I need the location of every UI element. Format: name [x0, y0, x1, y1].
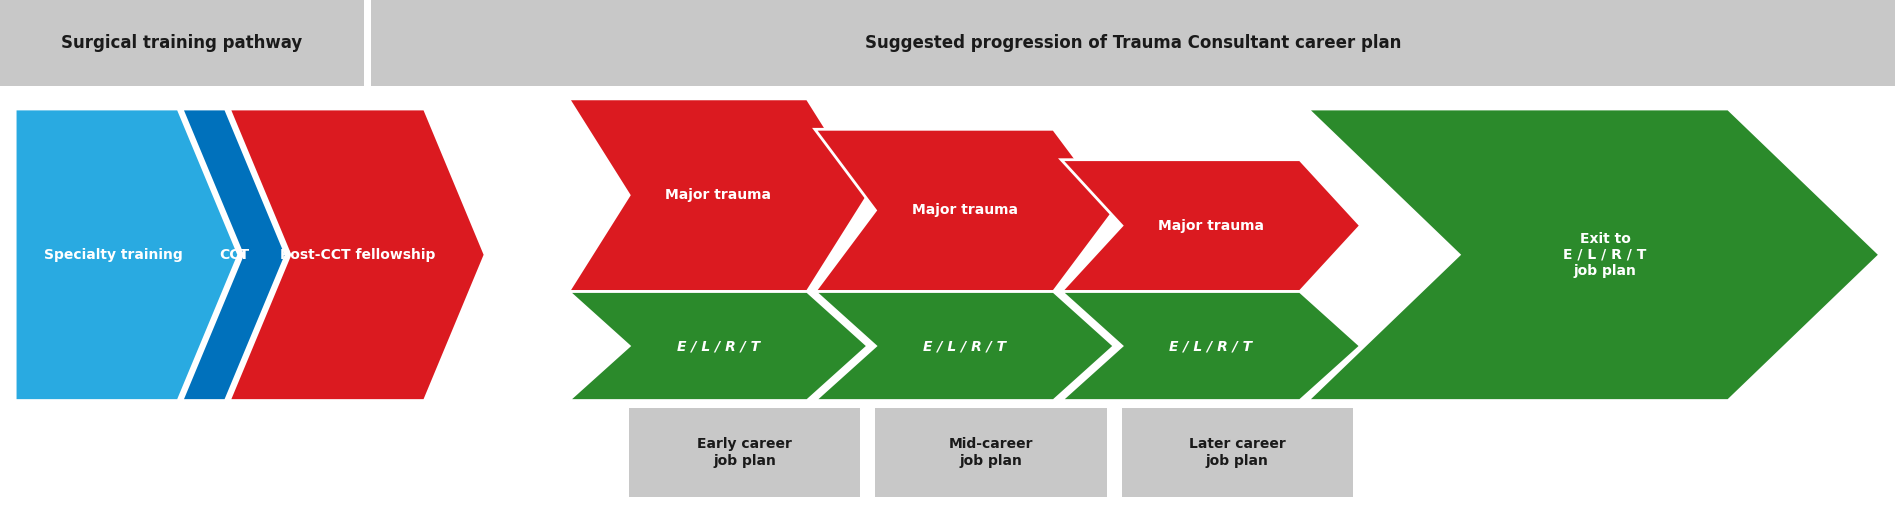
- Text: Specialty training: Specialty training: [44, 248, 184, 262]
- Text: Suggested progression of Trauma Consultant career plan: Suggested progression of Trauma Consulta…: [864, 34, 1402, 52]
- Polygon shape: [1061, 292, 1361, 401]
- Text: Mid-career
job plan: Mid-career job plan: [949, 438, 1033, 467]
- Bar: [629, 408, 860, 497]
- Polygon shape: [182, 109, 286, 401]
- Polygon shape: [1308, 109, 1880, 401]
- Text: Major trauma: Major trauma: [665, 188, 771, 202]
- Polygon shape: [568, 292, 868, 401]
- Polygon shape: [229, 109, 485, 401]
- Polygon shape: [815, 129, 1114, 292]
- Text: CCT: CCT: [220, 248, 248, 262]
- Text: Surgical training pathway: Surgical training pathway: [61, 34, 303, 52]
- Bar: [875, 408, 1107, 497]
- Text: E / L / R / T: E / L / R / T: [1169, 339, 1253, 353]
- Text: Major trauma: Major trauma: [1158, 219, 1264, 233]
- Text: Major trauma: Major trauma: [911, 203, 1018, 218]
- Bar: [1122, 408, 1353, 497]
- Polygon shape: [1061, 160, 1361, 292]
- Bar: [0, 0, 364, 86]
- Text: Exit to
E / L / R / T
job plan: Exit to E / L / R / T job plan: [1563, 232, 1647, 278]
- Bar: [371, 0, 1895, 86]
- Polygon shape: [15, 109, 239, 401]
- Polygon shape: [815, 292, 1114, 401]
- Text: Later career
job plan: Later career job plan: [1188, 438, 1287, 467]
- Text: Post-CCT fellowship: Post-CCT fellowship: [280, 248, 434, 262]
- Polygon shape: [568, 99, 868, 292]
- Text: E / L / R / T: E / L / R / T: [923, 339, 1006, 353]
- Text: E / L / R / T: E / L / R / T: [677, 339, 760, 353]
- Text: Early career
job plan: Early career job plan: [697, 438, 792, 467]
